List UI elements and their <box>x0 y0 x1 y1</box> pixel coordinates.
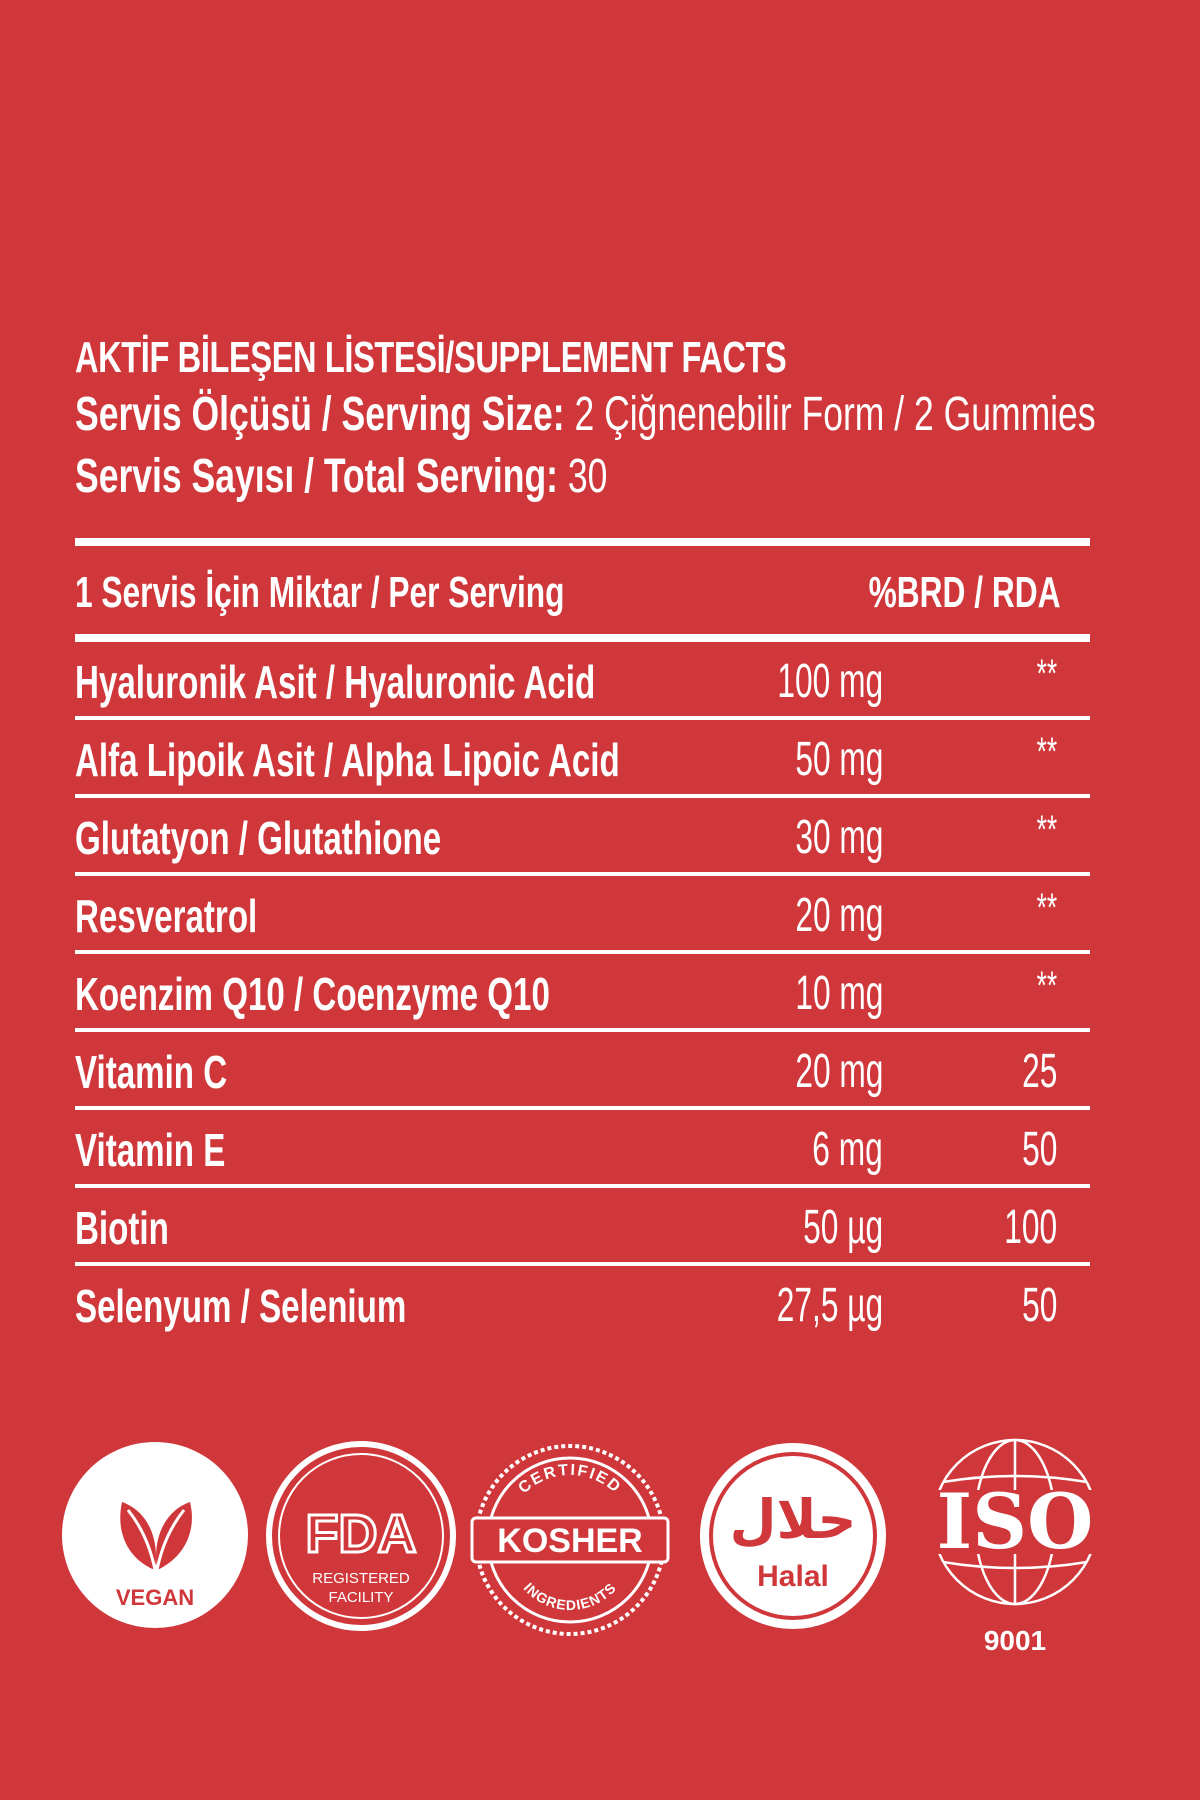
halal-text: Halal <box>757 1560 829 1593</box>
ingredient-amount: 50 mg <box>794 733 883 786</box>
row-divider <box>75 1184 1090 1188</box>
serving-size-line: Servis Ölçüsü / Serving Size: 2 Çiğneneb… <box>75 384 1096 446</box>
ingredient-rda: 100 <box>1004 1201 1057 1254</box>
ingredient-name: Vitamin E <box>75 1124 226 1176</box>
ingredient-amount: 20 mg <box>794 1045 883 1098</box>
iso-globe-icon: ISO 9001 <box>915 1438 1135 1656</box>
total-serving-line: Servis Sayısı / Total Serving: 30 <box>75 446 826 508</box>
table-row: Resveratrol 20 mg ** <box>75 876 1090 950</box>
kosher-seal-icon: CERTIFIED KOSHER INGREDIENTS <box>470 1444 670 1636</box>
facts-table-body: Hyaluronik Asit / Hyaluronic Acid 100 mg *… <box>75 642 1090 1340</box>
ingredient-rda: ** <box>1036 886 1057 930</box>
ingredient-name: Hyaluronik Asit / Hyaluronic Acid <box>75 656 596 708</box>
table-row: Koenzim Q10 / Coenzyme Q10 10 mg ** <box>75 954 1090 1028</box>
serving-size-label: Servis Ölçüsü / Serving Size: <box>75 388 565 441</box>
ingredient-name: Biotin <box>75 1202 169 1254</box>
row-divider <box>75 1262 1090 1266</box>
fda-facility: FACILITY <box>328 1589 393 1606</box>
svg-text:INGREDIENTS: INGREDIENTS <box>521 1579 620 1613</box>
fda-registered: REGISTERED <box>312 1570 410 1587</box>
table-row: Vitamin E 6 mg 50 <box>75 1110 1090 1184</box>
table-row: Biotin 50 µg 100 <box>75 1188 1090 1262</box>
row-divider <box>75 716 1090 720</box>
table-row: Hyaluronik Asit / Hyaluronic Acid 100 mg *… <box>75 642 1090 716</box>
ingredient-amount: 10 mg <box>794 967 883 1020</box>
ingredient-amount: 30 mg <box>794 811 883 864</box>
iso-text: ISO <box>937 1477 1094 1566</box>
ingredient-rda: ** <box>1036 652 1057 696</box>
fda-badge: FDA REGISTERED FACILITY <box>265 1440 457 1632</box>
ingredient-rda: 50 <box>1021 1279 1057 1332</box>
kosher-ingredients: INGREDIENTS <box>521 1579 619 1613</box>
ingredient-rda: ** <box>1036 964 1057 1008</box>
rda-header: %BRD / RDA <box>868 568 1060 617</box>
ingredient-rda: 50 <box>1021 1123 1057 1176</box>
table-row: Vitamin C 20 mg 25 <box>75 1032 1090 1106</box>
ingredient-name: Selenyum / Selenium <box>75 1280 407 1332</box>
vegan-badge: VEGAN <box>60 1440 250 1630</box>
vegan-leaf-icon: VEGAN <box>62 1442 248 1628</box>
ingredient-name: Resveratrol <box>75 890 258 942</box>
ingredient-name: Koenzim Q10 / Coenzyme Q10 <box>75 968 550 1020</box>
ingredient-amount: 20 mg <box>794 889 883 942</box>
fda-seal-icon: FDA REGISTERED FACILITY <box>266 1441 456 1631</box>
ingredient-amount: 6 mg <box>812 1123 883 1176</box>
row-divider <box>75 1028 1090 1032</box>
row-divider <box>75 1106 1090 1110</box>
row-divider <box>75 794 1090 798</box>
supplement-facts: AKTİF BİLEŞEN LİSTESİ/SUPPLEMENT FACTS S… <box>75 332 1096 1340</box>
header-rule <box>75 634 1090 642</box>
kosher-main: KOSHER <box>497 1522 642 1560</box>
table-row: Glutatyon / Glutathione 30 mg ** <box>75 798 1090 872</box>
ingredient-rda: ** <box>1036 808 1057 852</box>
total-serving-value: 30 <box>558 450 608 503</box>
fda-mark: FDA <box>306 1504 417 1564</box>
halal-seal-icon: حلال Halal <box>700 1443 886 1629</box>
certification-badges: VEGAN FDA REGISTERED FACILITY CERTIFIED … <box>0 1430 1200 1670</box>
ingredient-name: Glutatyon / Glutathione <box>75 812 442 864</box>
per-serving-header: 1 Servis İçin Miktar / Per Serving <box>75 568 565 617</box>
iso-number: 9001 <box>984 1625 1046 1656</box>
table-header: 1 Servis İçin Miktar / Per Serving %BRD … <box>75 546 1090 634</box>
vegan-text: VEGAN <box>116 1585 194 1610</box>
total-serving-label: Servis Sayısı / Total Serving: <box>75 450 559 503</box>
halal-arabic: حلال <box>730 1488 857 1551</box>
ingredient-name: Alfa Lipoik Asit / Alpha Lipoic Acid <box>75 734 620 786</box>
ingredient-amount: 50 µg <box>803 1201 883 1254</box>
ingredient-rda: 25 <box>1021 1045 1057 1098</box>
iso-badge: ISO 9001 <box>915 1430 1135 1660</box>
halal-badge: حلال Halal <box>695 1438 891 1634</box>
ingredient-name: Vitamin C <box>75 1046 228 1098</box>
table-row: Selenyum / Selenium 27,5 µg 50 <box>75 1266 1090 1340</box>
ingredient-rda: ** <box>1036 730 1057 774</box>
row-divider <box>75 950 1090 954</box>
top-rule <box>75 538 1090 546</box>
facts-title: AKTİF BİLEŞEN LİSTESİ/SUPPLEMENT FACTS <box>75 333 787 382</box>
serving-size-value: 2 Çiğnenebilir Form / 2 Gummies <box>564 388 1096 441</box>
table-row: Alfa Lipoik Asit / Alpha Lipoic Acid 50 m… <box>75 720 1090 794</box>
row-divider <box>75 872 1090 876</box>
kosher-badge: CERTIFIED KOSHER INGREDIENTS <box>470 1440 670 1640</box>
ingredient-amount: 100 mg <box>777 655 883 708</box>
ingredient-amount: 27,5 µg <box>776 1279 883 1332</box>
